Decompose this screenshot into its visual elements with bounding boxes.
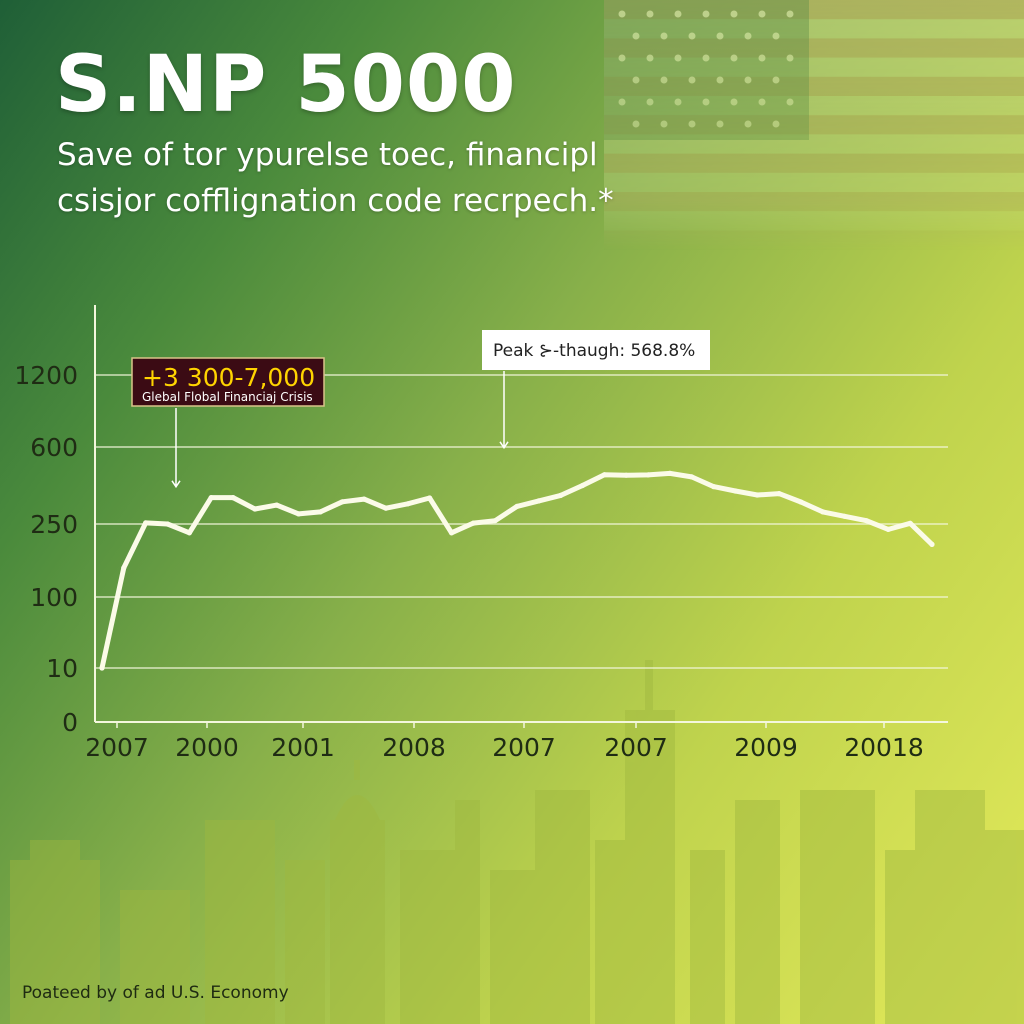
x-tick-label: 2008 (382, 733, 446, 762)
data-point (121, 565, 127, 571)
data-point (274, 502, 280, 508)
peak-callout: Peak ⊱-thaugh: 568.8% (482, 330, 710, 450)
crisis-callout: +3 300-7,000 Glebal Flobal Financiaj Cri… (131, 357, 325, 489)
data-point (383, 505, 389, 511)
y-tick-label: 0 (62, 708, 78, 737)
data-point (732, 488, 739, 494)
data-point (623, 472, 629, 478)
us-flag-backdrop (604, 0, 1024, 250)
data-point (252, 506, 258, 512)
data-point (667, 470, 673, 476)
data-point (863, 518, 870, 524)
data-point (296, 511, 302, 517)
data-point (885, 526, 891, 533)
x-tick-label: 20018 (844, 733, 924, 762)
data-point (907, 520, 913, 526)
data-point (99, 665, 105, 671)
y-tick-label: 1200 (14, 361, 78, 390)
page-title: S.NP 5000 (55, 40, 517, 130)
data-point (536, 498, 542, 504)
data-point (929, 541, 935, 548)
data-point (754, 492, 760, 498)
y-tick-label: 600 (30, 433, 78, 462)
data-point (164, 521, 171, 527)
crisis-callout-box (131, 357, 325, 407)
y-tick-label: 250 (30, 510, 78, 539)
data-point (776, 491, 782, 497)
y-tick-label: 100 (30, 583, 78, 612)
crisis-callout-sublabel: Glebal Flobal Financiaj Crisis (142, 390, 313, 404)
data-point (492, 518, 498, 524)
data-point (514, 503, 520, 509)
x-tick-label: 2007 (604, 733, 668, 762)
x-tick-label: 2000 (175, 733, 239, 762)
city-skyline-backdrop (10, 660, 1024, 1024)
data-point (470, 520, 476, 526)
data-point (711, 484, 717, 490)
data-point (645, 472, 651, 478)
peak-callout-label: Peak ⊱-thaugh: 568.8% (493, 341, 695, 361)
x-tick-label: 2007 (85, 733, 149, 762)
data-point (208, 495, 214, 501)
data-point (339, 499, 345, 505)
crisis-callout-arrow (171, 408, 181, 489)
crisis-callout-label: +3 300-7,000 (142, 363, 315, 392)
data-point (186, 530, 192, 536)
data-point (230, 495, 236, 501)
x-tick-label: 2007 (492, 733, 556, 762)
footer-credit: Poateed by of ad U.S. Economy (22, 983, 289, 1003)
x-tick-label: 2001 (271, 733, 335, 762)
data-point (405, 501, 411, 507)
peak-callout-arrow (499, 371, 509, 450)
series-line (99, 470, 935, 671)
x-tick-label: 2009 (734, 733, 798, 762)
page-subtitle: Save of tor ypurelse toec, financipl csi… (57, 137, 614, 219)
data-point (601, 472, 608, 478)
peak-callout-box (482, 330, 710, 370)
data-point (798, 499, 804, 505)
data-point (558, 492, 564, 498)
data-point (427, 495, 433, 501)
data-point (143, 520, 149, 526)
data-point (689, 474, 695, 480)
data-point (579, 482, 586, 489)
data-point (317, 509, 323, 515)
data-point (361, 496, 367, 502)
y-tick-label: 10 (46, 654, 78, 683)
data-point (820, 509, 826, 515)
data-point (448, 530, 455, 536)
data-point (842, 513, 848, 519)
